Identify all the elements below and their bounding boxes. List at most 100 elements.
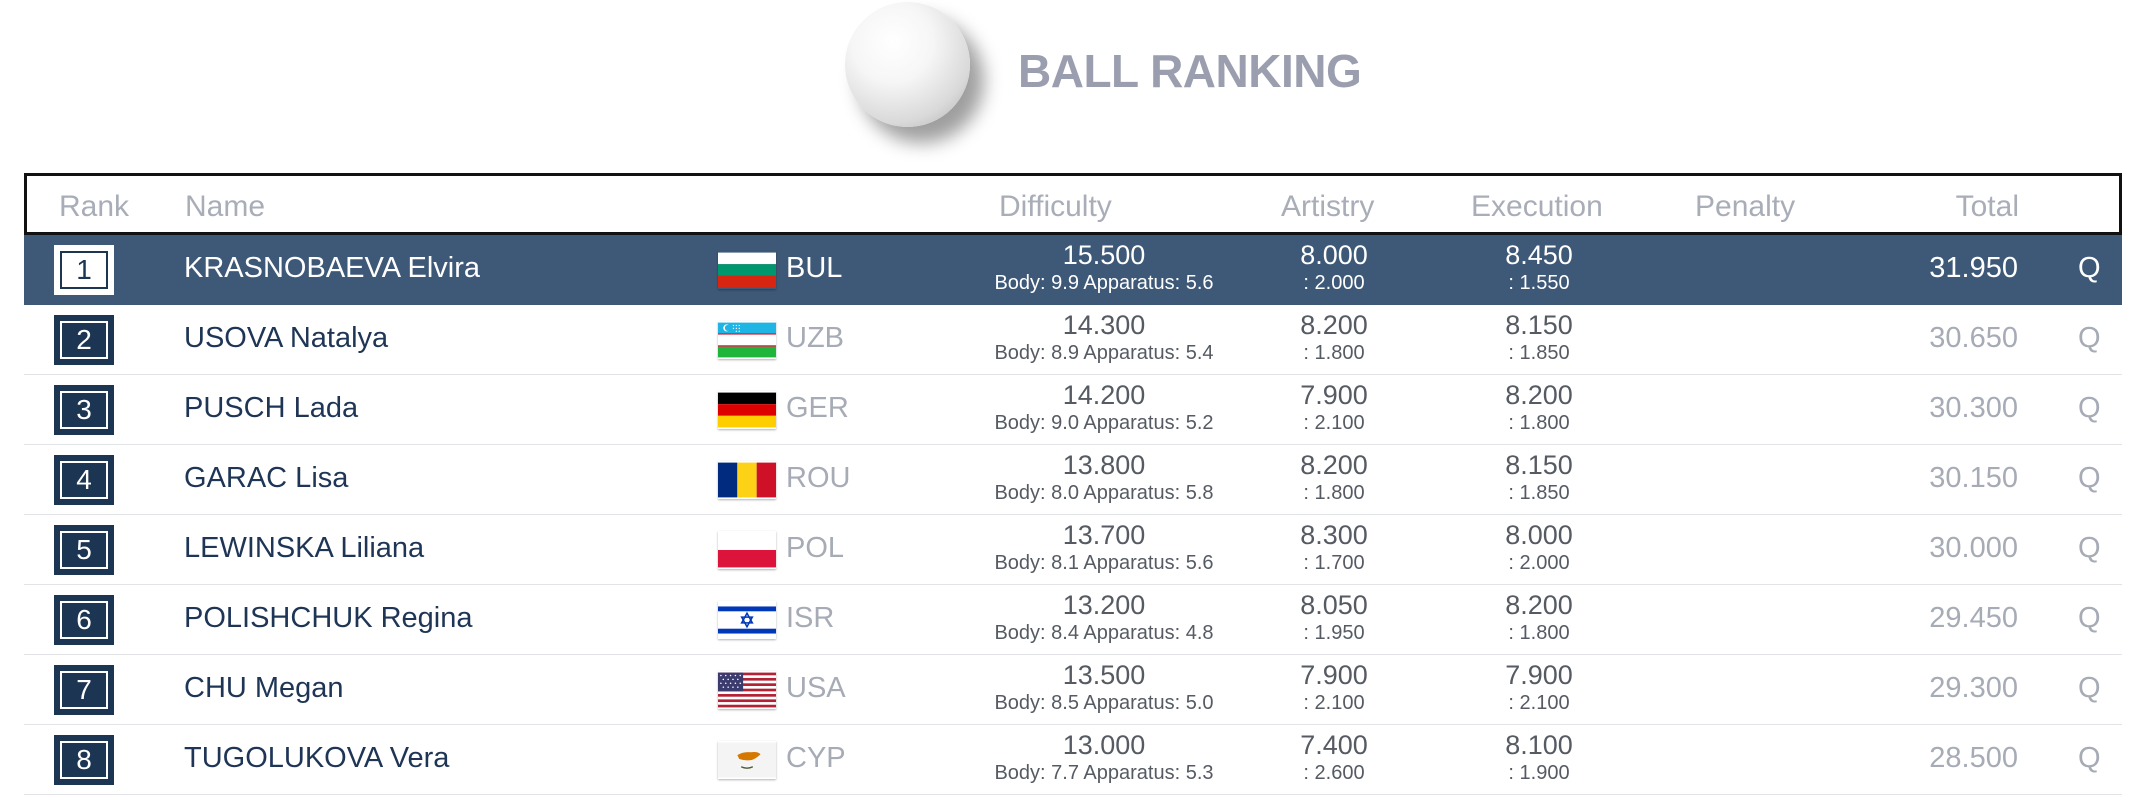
country-code: GER: [786, 392, 849, 424]
athlete-name[interactable]: POLISHCHUK Regina: [184, 602, 473, 634]
total-score: 30.300: [1929, 392, 2018, 424]
header-total: Total: [1955, 190, 2019, 223]
country-code: UZB: [786, 322, 844, 354]
athlete-name[interactable]: GARAC Lisa: [184, 462, 349, 494]
artistry-cell: 7.900 : 2.100: [1234, 660, 1434, 716]
table-header: Rank Name Difficulty Artistry Execution …: [24, 173, 2122, 235]
rank-number: 3: [76, 394, 92, 425]
difficulty-score: 13.700: [1062, 520, 1146, 550]
rank-number: 1: [76, 254, 92, 285]
execution-cell: 8.100 : 1.900: [1439, 730, 1639, 786]
difficulty-cell: 13.800 Body: 8.0 Apparatus: 5.8: [924, 450, 1284, 506]
athlete-name[interactable]: USOVA Natalya: [184, 322, 389, 354]
rank-badge: 4: [54, 455, 114, 505]
table-row-rank-8[interactable]: 8 TUGOLUKOVA Vera CYP 13.000 Body: 7.7 A…: [24, 725, 2122, 795]
header-name: Name: [185, 190, 266, 223]
rank-badge: 8: [54, 735, 114, 785]
difficulty-cell: 13.000 Body: 7.7 Apparatus: 5.3: [924, 730, 1284, 786]
execution-cell: 8.150 : 1.850: [1439, 450, 1639, 506]
artistry-score: 8.200: [1300, 310, 1368, 340]
difficulty-score: 14.300: [1062, 310, 1146, 340]
rank-badge: 2: [54, 315, 114, 365]
difficulty-cell: 14.200 Body: 9.0 Apparatus: 5.2: [924, 380, 1284, 436]
qualified-marker: Q: [2078, 252, 2101, 284]
artistry-cell: 8.000 : 2.000: [1234, 240, 1434, 296]
difficulty-score: 13.200: [1062, 590, 1146, 620]
artistry-deduction: : 1.950: [1303, 622, 1365, 644]
qualified-marker: Q: [2078, 392, 2101, 424]
artistry-deduction: : 2.100: [1303, 692, 1365, 714]
artistry-score: 8.300: [1300, 520, 1368, 550]
execution-deduction: : 1.900: [1508, 762, 1570, 784]
header-artistry: Artistry: [1281, 190, 1375, 223]
country-code: USA: [786, 672, 846, 704]
qualified-marker: Q: [2078, 742, 2101, 774]
total-score: 31.950: [1929, 252, 2018, 284]
execution-deduction: : 2.100: [1508, 692, 1570, 714]
table-row-rank-3[interactable]: 3 PUSCH Lada GER 14.200 Body: 9.0 Appara…: [24, 375, 2122, 445]
execution-score: 7.900: [1505, 660, 1573, 690]
ranking-table: Rank Name Difficulty Artistry Execution …: [24, 173, 2122, 795]
artistry-deduction: : 1.700: [1303, 552, 1365, 574]
artistry-cell: 8.300 : 1.700: [1234, 520, 1434, 576]
athlete-name[interactable]: LEWINSKA Liliana: [184, 532, 425, 564]
rank-number: 6: [76, 604, 92, 635]
execution-deduction: : 1.550: [1508, 272, 1570, 294]
uzb-flag-icon: [718, 321, 776, 359]
total-score: 28.500: [1929, 742, 2018, 774]
athlete-name[interactable]: PUSCH Lada: [184, 392, 359, 424]
execution-score: 8.150: [1505, 450, 1573, 480]
table-row-rank-7[interactable]: 7 CHU Megan USA 13.500 Body: 8.5 Apparat…: [24, 655, 2122, 725]
execution-deduction: : 1.850: [1508, 482, 1570, 504]
artistry-deduction: : 2.000: [1303, 272, 1365, 294]
difficulty-score: 13.000: [1062, 730, 1146, 760]
table-row-rank-5[interactable]: 5 LEWINSKA Liliana POL 13.700 Body: 8.1 …: [24, 515, 2122, 585]
artistry-score: 7.900: [1300, 660, 1368, 690]
table-row-rank-1[interactable]: 1 KRASNOBAEVA Elvira BUL 15.500 Body: 9.…: [24, 235, 2122, 305]
artistry-cell: 7.900 : 2.100: [1234, 380, 1434, 436]
execution-score: 8.000: [1505, 520, 1573, 550]
artistry-score: 8.200: [1300, 450, 1368, 480]
qualified-marker: Q: [2078, 602, 2101, 634]
execution-score: 8.200: [1505, 380, 1573, 410]
difficulty-cell: 13.700 Body: 8.1 Apparatus: 5.6: [924, 520, 1284, 576]
artistry-score: 8.000: [1300, 240, 1368, 270]
rank-badge: 3: [54, 385, 114, 435]
athlete-name[interactable]: TUGOLUKOVA Vera: [184, 742, 450, 774]
artistry-score: 7.400: [1300, 730, 1368, 760]
artistry-cell: 8.050 : 1.950: [1234, 590, 1434, 646]
table-body: 1 KRASNOBAEVA Elvira BUL 15.500 Body: 9.…: [24, 235, 2122, 795]
country-code: BUL: [786, 252, 843, 284]
athlete-name[interactable]: CHU Megan: [184, 672, 344, 704]
total-score: 29.450: [1929, 602, 2018, 634]
header-execution: Execution: [1471, 190, 1603, 223]
rank-number: 4: [76, 464, 92, 495]
total-score: 29.300: [1929, 672, 2018, 704]
difficulty-breakdown: Body: 9.0 Apparatus: 5.2: [994, 412, 1214, 434]
table-row-rank-6[interactable]: 6 POLISHCHUK Regina ISR 13.200 Body: 8.4…: [24, 585, 2122, 655]
difficulty-breakdown: Body: 7.7 Apparatus: 5.3: [994, 762, 1214, 784]
execution-deduction: : 1.800: [1508, 412, 1570, 434]
qualified-marker: Q: [2078, 462, 2101, 494]
ball-icon: [845, 2, 970, 127]
artistry-score: 8.050: [1300, 590, 1368, 620]
execution-score: 8.200: [1505, 590, 1573, 620]
artistry-score: 7.900: [1300, 380, 1368, 410]
difficulty-breakdown: Body: 8.4 Apparatus: 4.8: [994, 622, 1214, 644]
header-difficulty: Difficulty: [999, 190, 1112, 223]
difficulty-score: 13.500: [1062, 660, 1146, 690]
artistry-deduction: : 1.800: [1303, 342, 1365, 364]
execution-cell: 8.000 : 2.000: [1439, 520, 1639, 576]
country-code: CYP: [786, 742, 846, 774]
table-row-rank-4[interactable]: 4 GARAC Lisa ROU 13.800 Body: 8.0 Appara…: [24, 445, 2122, 515]
execution-score: 8.150: [1505, 310, 1573, 340]
difficulty-score: 14.200: [1062, 380, 1146, 410]
athlete-name[interactable]: KRASNOBAEVA Elvira: [184, 252, 481, 284]
table-row-rank-2[interactable]: 2 USOVA Natalya UZB 14.300 Body: 8.9 App…: [24, 305, 2122, 375]
execution-cell: 8.450 : 1.550: [1439, 240, 1639, 296]
country-code: POL: [786, 532, 845, 564]
header-penalty: Penalty: [1695, 190, 1796, 223]
execution-deduction: : 1.800: [1508, 622, 1570, 644]
qualified-marker: Q: [2078, 532, 2101, 564]
rank-number: 2: [76, 324, 92, 355]
